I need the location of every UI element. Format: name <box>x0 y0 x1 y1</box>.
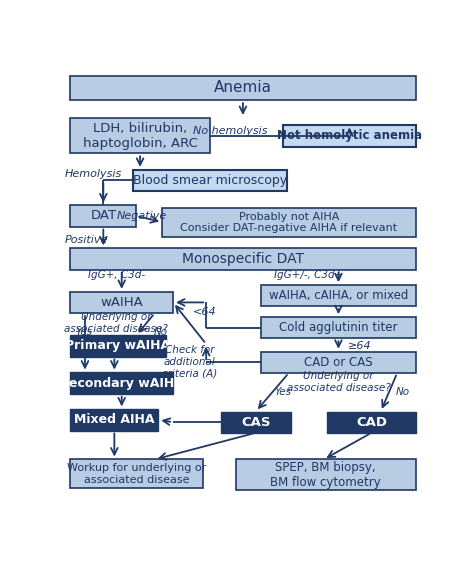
Text: Anemia: Anemia <box>214 81 272 96</box>
Text: Underlying or
associated disease?: Underlying or associated disease? <box>64 312 168 334</box>
FancyBboxPatch shape <box>70 205 137 226</box>
FancyBboxPatch shape <box>70 248 416 270</box>
Text: Positive: Positive <box>65 235 108 245</box>
Text: Mixed AIHA: Mixed AIHA <box>74 414 155 426</box>
Text: CAD: CAD <box>356 416 387 429</box>
Text: Probably not AIHA
Consider DAT-negative AIHA if relevant: Probably not AIHA Consider DAT-negative … <box>180 211 397 233</box>
FancyBboxPatch shape <box>261 317 416 338</box>
FancyBboxPatch shape <box>283 124 416 147</box>
FancyBboxPatch shape <box>162 208 416 237</box>
Text: Yes: Yes <box>274 387 291 397</box>
Text: Primary wAIHA: Primary wAIHA <box>65 339 171 353</box>
FancyBboxPatch shape <box>70 292 173 313</box>
Text: Cold agglutinin titer: Cold agglutinin titer <box>279 321 398 334</box>
Text: LDH, bilirubin,
haptoglobin, ARC: LDH, bilirubin, haptoglobin, ARC <box>82 122 198 150</box>
Text: IgG+, C3d-: IgG+, C3d- <box>88 270 145 281</box>
FancyBboxPatch shape <box>261 351 416 373</box>
Text: Monospecific DAT: Monospecific DAT <box>182 252 304 266</box>
FancyBboxPatch shape <box>70 335 166 357</box>
Text: No: No <box>396 387 410 397</box>
Text: <64: <64 <box>192 307 216 317</box>
Text: Check for
additional
criteria (A): Check for additional criteria (A) <box>162 345 217 378</box>
Text: Secondary wAIHA: Secondary wAIHA <box>60 377 183 389</box>
Text: SPEP, BM biopsy,
BM flow cytometry: SPEP, BM biopsy, BM flow cytometry <box>270 461 381 489</box>
Text: No hemolysis: No hemolysis <box>193 126 267 136</box>
FancyBboxPatch shape <box>70 118 210 153</box>
FancyBboxPatch shape <box>133 170 287 191</box>
FancyBboxPatch shape <box>221 411 291 433</box>
Text: IgG+/-, C3d+: IgG+/-, C3d+ <box>274 270 344 281</box>
Text: ≥64: ≥64 <box>347 342 371 351</box>
FancyBboxPatch shape <box>70 76 416 100</box>
Text: wAIHA, cAIHA, or mixed: wAIHA, cAIHA, or mixed <box>269 289 408 302</box>
FancyBboxPatch shape <box>70 373 173 394</box>
Text: CAS: CAS <box>241 416 271 429</box>
Text: DAT: DAT <box>90 210 117 222</box>
FancyBboxPatch shape <box>261 285 416 306</box>
Text: wAIHA: wAIHA <box>100 296 143 309</box>
Text: No: No <box>154 327 168 337</box>
FancyBboxPatch shape <box>70 460 202 488</box>
Text: Yes: Yes <box>76 327 93 337</box>
Text: CAD or CAS: CAD or CAS <box>304 356 373 369</box>
FancyBboxPatch shape <box>70 410 158 431</box>
Text: Negative: Negative <box>117 211 167 221</box>
Text: Hemolysis: Hemolysis <box>65 169 122 179</box>
FancyBboxPatch shape <box>328 411 416 433</box>
FancyBboxPatch shape <box>236 460 416 491</box>
Text: Not hemolytic anemia: Not hemolytic anemia <box>277 129 422 142</box>
Text: Underlying or
associated disease?: Underlying or associated disease? <box>287 371 390 393</box>
Text: Blood smear microscopy: Blood smear microscopy <box>133 174 287 187</box>
Text: Workup for underlying or
associated disease: Workup for underlying or associated dise… <box>67 463 206 484</box>
